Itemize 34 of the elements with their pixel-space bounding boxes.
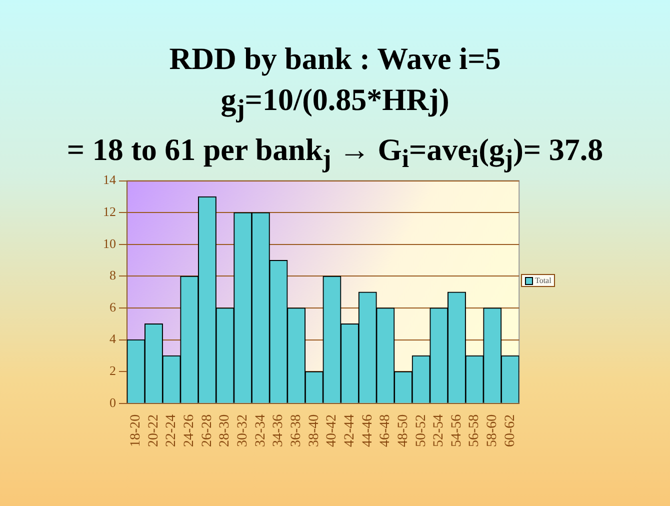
y-tick-label: 8 xyxy=(110,268,116,283)
x-tick-label: 20-22 xyxy=(146,414,162,448)
y-tick-label: 0 xyxy=(110,394,116,410)
x-tick-label: 30-32 xyxy=(236,414,251,448)
text: Total xyxy=(535,276,552,285)
x-tick-label: 48-50 xyxy=(396,414,411,448)
x-tick-label: 60-62 xyxy=(502,414,518,448)
y-tick-label: 12 xyxy=(103,204,116,220)
text: = 18 to 61 per bank$_{j}$ → G$_{i}$=ave$_{i}$(g$_{j}$)= 37.8 xyxy=(66,132,604,174)
x-tick-label: 32-34 xyxy=(253,414,268,448)
x-tick-label: 42-44 xyxy=(342,414,358,448)
x-tick-label: 26-28 xyxy=(200,414,215,448)
x-tick-label: 38-40 xyxy=(306,414,322,448)
y-tick-label: 6 xyxy=(110,299,116,314)
x-tick-label: 40-42 xyxy=(324,414,340,448)
x-tick-label: 46-48 xyxy=(378,414,394,448)
text: g$_{j}$=10/(0.85*HRj) xyxy=(220,82,450,124)
y-tick-label: 4 xyxy=(110,331,116,346)
x-tick-label: 36-38 xyxy=(288,414,304,448)
x-tick-label: 54-56 xyxy=(449,414,464,448)
x-tick-label: 44-46 xyxy=(360,414,376,448)
x-tick-label: 34-36 xyxy=(271,414,286,448)
x-tick-label: 22-24 xyxy=(164,414,180,448)
x-tick-label: 52-54 xyxy=(432,414,447,448)
x-tick-label: 56-58 xyxy=(467,414,482,448)
x-tick-label: 58-60 xyxy=(485,414,500,448)
y-tick-label: 14 xyxy=(103,172,116,188)
text: RDD by bank : Wave i=5 xyxy=(169,41,501,76)
x-tick-label: 24-26 xyxy=(182,414,198,448)
x-tick-label: 28-30 xyxy=(218,414,233,448)
y-tick-label: 10 xyxy=(103,236,116,251)
x-tick-label: 18-20 xyxy=(128,414,144,448)
y-tick-label: 2 xyxy=(110,362,116,378)
x-tick-label: 50-52 xyxy=(414,414,429,448)
